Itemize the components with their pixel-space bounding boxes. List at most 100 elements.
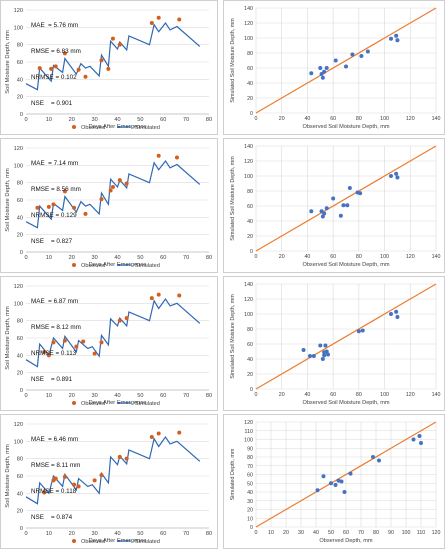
observed-point <box>177 17 182 22</box>
y-tick-label: 120 <box>244 159 253 165</box>
y-tick-label: 70 <box>247 464 253 470</box>
x-axis-title: Observed Soil Moisture Depth, mm <box>302 124 389 130</box>
y-tick-label: 100 <box>14 25 23 31</box>
observed-point <box>76 484 81 489</box>
scatter-point <box>331 196 336 201</box>
x-tick-label: 40 <box>114 117 120 123</box>
scatter-point <box>342 490 347 494</box>
y-axis-title: Simulated Soil Moisture Depth, mm <box>230 18 236 103</box>
y-tick-label: 20 <box>17 233 23 239</box>
x-tick-label: 70 <box>183 393 189 399</box>
x-tick-label: 100 <box>380 116 389 122</box>
scatter-point <box>321 474 326 479</box>
chart-4-svg: 0 20 40 60 80 100 120 140 0 20 40 60 80 100 120 140 Obse… <box>230 144 441 268</box>
y-tick-label: 80 <box>247 189 253 195</box>
legend-observed-marker <box>72 263 76 267</box>
observed-point <box>76 67 81 72</box>
observed-point <box>177 430 182 435</box>
x-tick-label: 120 <box>406 254 415 260</box>
x-tick-label: 20 <box>69 531 75 537</box>
x-tick-label: 80 <box>206 117 212 123</box>
nrmse-text-1: NRMSE = 0.102 <box>31 73 77 81</box>
observed-point <box>124 181 129 186</box>
scatter-point <box>318 66 323 70</box>
chart-6-svg: 0 20 40 60 80 100 120 140 0 20 40 60 80 100 120 140 Obse… <box>230 282 440 406</box>
y-tick-label: 0 <box>250 525 253 531</box>
y-tick-label: 120 <box>244 297 253 303</box>
nse-text-3: NSE = 0.891 <box>31 375 73 383</box>
y-tick-label: 20 <box>247 372 253 378</box>
x-tick-label: 60 <box>160 117 166 123</box>
scatter-point <box>377 458 381 463</box>
scatter-point <box>395 38 400 43</box>
x-tick-label: 70 <box>183 117 189 123</box>
x-tick-label: 60 <box>330 254 336 260</box>
y-tick-label: 100 <box>14 439 23 445</box>
one-to-one-line <box>255 421 437 528</box>
y-tick-label: 60 <box>17 60 23 66</box>
x-tick-label: 30 <box>92 531 98 537</box>
observed-point <box>117 42 122 47</box>
y-axis-title: Soil Moisture Depth, mm <box>5 30 11 94</box>
y-tick-label: 140 <box>244 282 253 288</box>
y-tick-label: 100 <box>14 301 23 307</box>
y-tick-label: 40 <box>17 491 23 497</box>
x-tick-label: 20 <box>279 392 285 398</box>
observed-point <box>62 189 67 194</box>
y-tick-label: 60 <box>247 342 253 348</box>
scatter-point <box>339 479 344 484</box>
x-tick-label: 0 <box>24 531 27 537</box>
y-tick-label: 100 <box>14 163 23 169</box>
scatter-point <box>395 315 400 319</box>
scatter-point <box>322 69 327 74</box>
observed-point <box>46 353 51 358</box>
scatter-point <box>356 329 361 334</box>
y-tick-label: 40 <box>247 490 253 496</box>
observed-point <box>49 66 54 71</box>
x-tick-label: 20 <box>69 393 75 399</box>
x-tick-label: 60 <box>343 530 349 536</box>
x-tick-label: 60 <box>330 116 336 122</box>
observed-point <box>83 74 88 79</box>
x-tick-label: 80 <box>356 392 362 398</box>
observed-point <box>106 66 111 71</box>
x-tick-label: 100 <box>380 254 389 260</box>
x-tick-label: 80 <box>356 116 362 122</box>
scatter-point <box>309 71 314 76</box>
x-tick-label: 30 <box>92 255 98 261</box>
x-tick-label: 20 <box>279 254 285 260</box>
x-tick-label: 30 <box>92 393 98 399</box>
y-tick-label: 40 <box>17 215 23 221</box>
x-tick-label: 40 <box>313 530 319 536</box>
scatter-point <box>360 328 365 333</box>
x-tick-label: 120 <box>432 530 441 536</box>
stats-box-3: MAE = 6.87 mm RMSE = 8.12 mm NRMSE = 0.1… <box>31 281 81 401</box>
y-tick-label: 40 <box>247 81 253 87</box>
legend-observed-label: Observed <box>81 263 105 269</box>
observed-point <box>42 349 47 354</box>
scatter-point <box>341 203 346 208</box>
x-tick-label: 20 <box>69 255 75 261</box>
scatter-point <box>394 171 399 176</box>
scatter-point <box>371 455 375 459</box>
timeseries-chart-2: 0 20 40 60 80 100 120 0 10 20 30 40 50 60 70 80 Days Aft… <box>0 138 218 273</box>
observed-point <box>99 473 104 478</box>
y-tick-label: 50 <box>247 481 253 487</box>
scatter-point <box>347 186 352 190</box>
observed-point <box>42 490 47 495</box>
observed-point <box>174 155 179 160</box>
one-to-one-line <box>255 145 437 252</box>
scatter-point <box>322 353 327 358</box>
scatter-point <box>319 72 324 76</box>
y-tick-label: 80 <box>17 181 23 187</box>
y-axis-title: Simulated Soil Moisture Depth, mm <box>230 294 236 379</box>
x-tick-label: 40 <box>114 393 120 399</box>
scatter-point <box>309 209 314 214</box>
x-tick-label: 0 <box>24 117 27 123</box>
x-axis-title: Observed Soil Moisture Depth, mm <box>302 400 389 406</box>
mae-text-1: MAE = 5.76 mm <box>31 22 79 30</box>
x-tick-label: 60 <box>160 393 166 399</box>
x-tick-label: 140 <box>432 254 441 260</box>
